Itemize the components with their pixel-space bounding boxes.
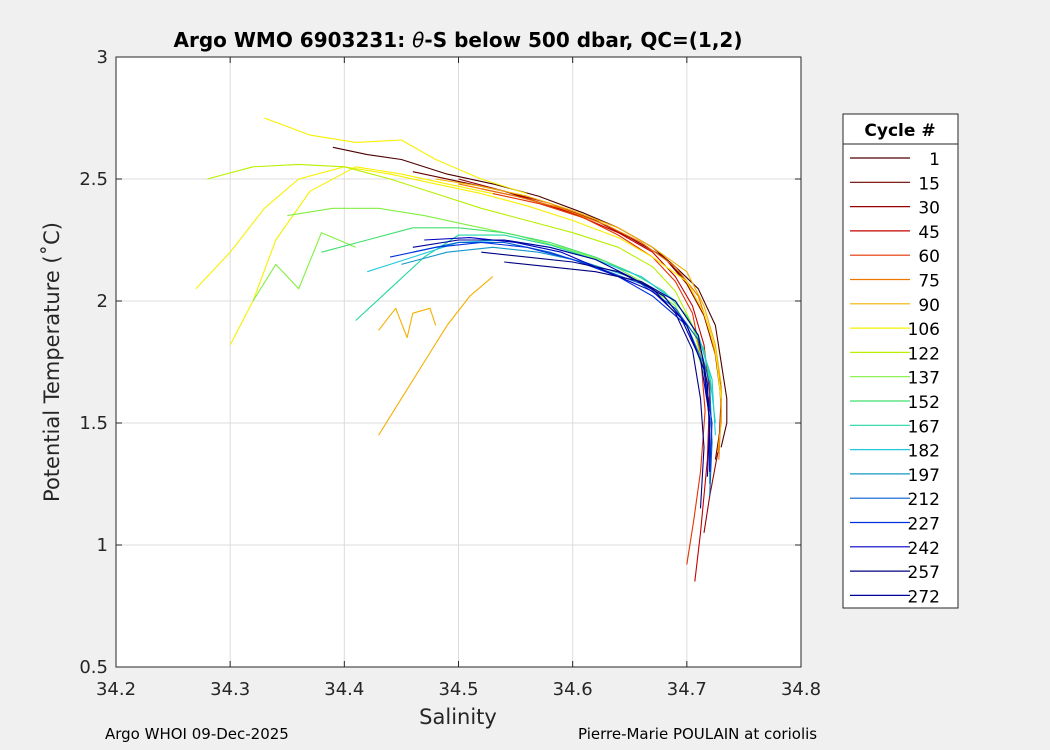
legend-title: Cycle # (864, 121, 935, 141)
series-line-15 (321, 227, 713, 394)
legend-label-122: 122 (908, 344, 940, 364)
x-axis-ticks: 34.2 34.3 34.4 34.5 34.6 34.7 34.8 (96, 57, 821, 700)
legend-label-15: 15 (918, 174, 940, 194)
series-line-9 (378, 276, 494, 436)
series-line-6 (435, 178, 722, 453)
series-line-19 (412, 241, 713, 497)
series-line-13 (287, 207, 705, 375)
legend-label-227: 227 (908, 515, 940, 535)
legend-label-30: 30 (918, 199, 940, 219)
y-tick-label: 3 (97, 47, 108, 68)
legend-label-167: 167 (908, 417, 940, 437)
series-line-10 (378, 307, 437, 339)
legend-label-75: 75 (918, 272, 940, 292)
legend-label-106: 106 (908, 320, 940, 340)
legend-label-45: 45 (918, 223, 940, 243)
x-tick-label: 34.7 (667, 679, 707, 700)
legend-label-182: 182 (908, 442, 940, 462)
series-line-12 (207, 163, 711, 424)
legend-label-272: 272 (908, 587, 940, 607)
series-line-24 (412, 239, 711, 477)
legend-label-212: 212 (908, 490, 940, 510)
data-series (195, 117, 728, 582)
x-tick-label: 34.4 (324, 679, 364, 700)
series-line-3 (481, 188, 711, 582)
x-tick-label: 34.6 (553, 679, 593, 700)
legend-label-257: 257 (908, 563, 940, 583)
series-line-4 (492, 193, 706, 565)
x-axis-label: Salinity (419, 705, 497, 729)
series-line-11 (264, 117, 528, 195)
series-line-23 (504, 261, 711, 436)
y-tick-label: 1.5 (79, 413, 108, 434)
x-tick-label: 34.2 (96, 679, 136, 700)
legend-label-1: 1 (929, 150, 940, 170)
y-axis-ticks: 0.5 1 1.5 2 2.5 3 (79, 47, 801, 678)
legend-box (842, 113, 959, 609)
series-line-14 (252, 232, 356, 302)
y-tick-label: 1 (97, 535, 108, 556)
y-tick-label: 2 (97, 291, 108, 312)
series-line-8 (229, 166, 493, 346)
series-line-7 (195, 166, 722, 399)
legend-entries: 1 15 30 45 60 75 90 106 122 137 152 167 182 197 212 227… (850, 150, 940, 607)
series-line-22 (481, 251, 705, 509)
legend-label-197: 197 (908, 466, 940, 486)
footer-left-text: Argo WHOI 09-Dec-2025 (105, 725, 289, 743)
legend-label-152: 152 (908, 393, 940, 413)
y-tick-label: 2.5 (79, 169, 108, 190)
chart-title: Argo WMO 6903231: θ-S below 500 dbar, QC… (174, 28, 743, 52)
footer-right-text: Pierre-Marie POULAIN at coriolis (578, 725, 818, 743)
x-tick-label: 34.8 (781, 679, 821, 700)
x-tick-label: 34.3 (210, 679, 250, 700)
legend-label-242: 242 (908, 539, 940, 559)
legend-label-137: 137 (908, 369, 940, 389)
y-tick-label: 0.5 (79, 657, 108, 678)
legend: Cycle # 11530456075901061221371521671821… (842, 113, 959, 609)
y-axis-label: Potential Temperature (˚C) (40, 222, 64, 502)
x-tick-label: 34.5 (438, 679, 478, 700)
legend-label-90: 90 (918, 296, 940, 316)
legend-label-60: 60 (918, 247, 940, 267)
